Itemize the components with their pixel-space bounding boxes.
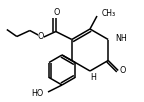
Text: NH: NH	[115, 34, 127, 43]
Text: O: O	[38, 32, 44, 41]
Text: HO: HO	[31, 89, 43, 98]
Text: H: H	[90, 73, 96, 81]
Text: O: O	[54, 8, 60, 17]
Text: O: O	[120, 66, 126, 75]
Text: CH₃: CH₃	[102, 9, 116, 18]
